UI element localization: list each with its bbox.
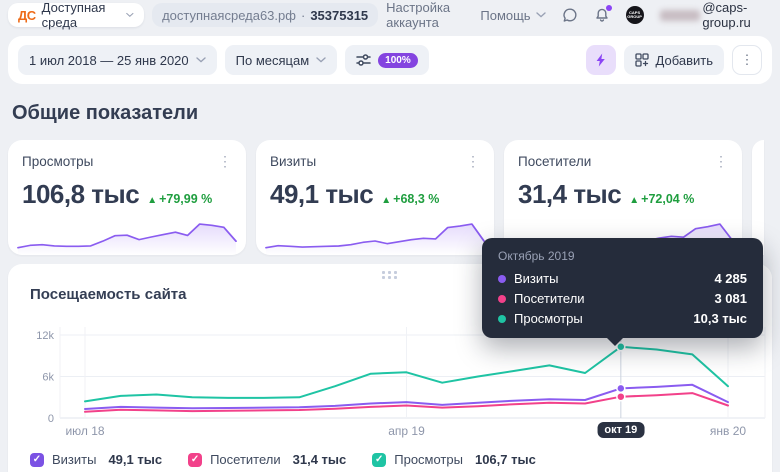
card-menu-button[interactable]: ⋮ [218,154,232,168]
user-menu[interactable]: CAPS GROUP [626,6,644,24]
tooltip-title: Октябрь 2019 [498,249,747,263]
series-dot-icon [498,315,506,323]
series-dot-icon [498,275,506,283]
email-domain: @caps-group.ru [702,0,768,30]
checkbox-checked-icon[interactable]: ✓ [188,453,202,467]
triangle-up-icon: ▲ [381,195,391,206]
metric-title: Визиты [270,154,316,169]
metric-value: 49,1 тыс [270,179,373,210]
chart-title: Посещаемость сайта [30,286,186,303]
metric-delta: ▲+79,99 % [147,192,212,206]
legend-item-visits[interactable]: ✓ Визиты 49,1 тыс [30,452,162,467]
metric-title: Посетители [518,154,591,169]
tooltip-row: Посетители 3 081 [498,291,747,306]
date-range-label: 1 июл 2018 — 25 янв 2020 [29,53,189,68]
legend-label: Просмотры [394,452,463,467]
grouping-select[interactable]: По месяцам [225,45,338,75]
avatar: CAPS GROUP [626,6,644,24]
tooltip-row: Визиты 4 285 [498,271,747,286]
section-title: Общие показатели [12,102,198,125]
chevron-down-icon [316,57,326,63]
counter-logo: ДС [18,8,36,23]
top-right-nav: Настройка аккаунта Помощь CAPS GROUP @ca… [386,0,768,30]
grouping-label: По месяцам [236,53,310,68]
legend-item-views[interactable]: ✓ Просмотры 106,7 тыс [372,452,536,467]
triangle-up-icon: ▲ [629,195,639,206]
svg-text:6k: 6k [42,372,54,384]
traffic-line-chart[interactable]: 06k12k [8,320,772,440]
sparkline-chart [264,215,486,255]
chart-legend: ✓ Визиты 49,1 тыс ✓ Посетители 31,4 тыс … [30,452,536,467]
counter-selector[interactable]: ДС Доступная среда [8,3,144,27]
tooltip-value: 4 285 [714,271,747,286]
tooltip-value: 3 081 [714,291,747,306]
svg-text:12k: 12k [36,330,54,342]
widgets-grid-icon [635,53,649,67]
notification-dot [606,5,612,11]
legend-label: Визиты [52,452,96,467]
add-widget-label: Добавить [656,53,713,68]
chevron-down-icon [536,12,546,18]
counter-id: 35375315 [310,8,368,23]
account-settings-link[interactable]: Настройка аккаунта [386,0,464,30]
chevron-down-icon [196,57,206,63]
sliders-icon [356,53,371,67]
lightning-icon [595,53,607,67]
metric-delta: ▲+72,04 % [629,192,694,206]
metric-value: 31,4 тыс [518,179,621,210]
x-label: апр 19 [388,424,425,438]
tooltip-label: Просмотры [514,311,583,326]
sampling-badge: 100% [378,53,418,68]
sampling-control[interactable]: 100% [345,45,429,75]
legend-value: 106,7 тыс [475,452,536,467]
dot-separator: · [301,8,305,23]
counter-name: Доступная среда [42,0,121,30]
filters-toolbar: 1 июл 2018 — 25 янв 2020 По месяцам 100% [8,36,772,84]
messages-button[interactable] [562,7,578,23]
chevron-down-icon [126,12,134,18]
x-label: июл 18 [65,424,104,438]
notifications-button[interactable] [594,7,610,23]
add-widget-button[interactable]: Добавить [624,45,724,75]
metric-card-views: Просмотры ⋮ 106,8 тыс ▲+79,99 % [8,140,246,255]
metric-title: Просмотры [22,154,93,169]
triangle-up-icon: ▲ [147,195,157,206]
checkbox-checked-icon[interactable]: ✓ [30,453,44,467]
tooltip-row: Просмотры 10,3 тыс [498,311,747,326]
x-label-highlighted: окт 19 [597,422,644,438]
help-menu[interactable]: Помощь [480,8,545,23]
checkbox-checked-icon[interactable]: ✓ [372,453,386,467]
tooltip-value: 10,3 тыс [693,311,747,326]
card-menu-button[interactable]: ⋮ [466,154,480,168]
legend-label: Посетители [210,452,281,467]
quick-actions-button[interactable] [586,45,616,75]
redacted-username [660,10,701,21]
x-label: янв 20 [710,424,746,438]
card-menu-button[interactable]: ⋮ [714,154,728,168]
top-bar: ДС Доступная среда доступнаясреда63.рф ·… [0,0,780,30]
chat-icon [562,7,578,23]
help-label: Помощь [480,8,530,23]
x-axis-labels: июл 18 апр 19 окт 19 янв 20 [8,424,772,444]
legend-item-visitors[interactable]: ✓ Посетители 31,4 тыс [188,452,346,467]
metric-card-visits: Визиты ⋮ 49,1 тыс ▲+68,3 % [256,140,494,255]
tooltip-label: Посетители [514,291,585,306]
metric-value: 106,8 тыс [22,179,139,210]
counter-meta[interactable]: доступнаясреда63.рф · 35375315 [152,3,378,27]
legend-value: 31,4 тыс [293,452,347,467]
metric-delta: ▲+68,3 % [381,192,439,206]
date-range-picker[interactable]: 1 июл 2018 — 25 янв 2020 [18,45,217,75]
kebab-icon: ⋮ [741,52,754,68]
legend-value: 49,1 тыс [108,452,162,467]
chart-tooltip: Октябрь 2019 Визиты 4 285 Посетители 3 0… [482,238,763,338]
user-email[interactable]: @caps-group.ru [660,0,768,30]
sparkline-chart [16,215,238,255]
series-dot-icon [498,295,506,303]
drag-handle-icon[interactable] [382,271,398,279]
counter-domain: доступнаясреда63.рф [162,8,296,23]
tooltip-label: Визиты [514,271,558,286]
toolbar-menu-button[interactable]: ⋮ [732,45,762,75]
